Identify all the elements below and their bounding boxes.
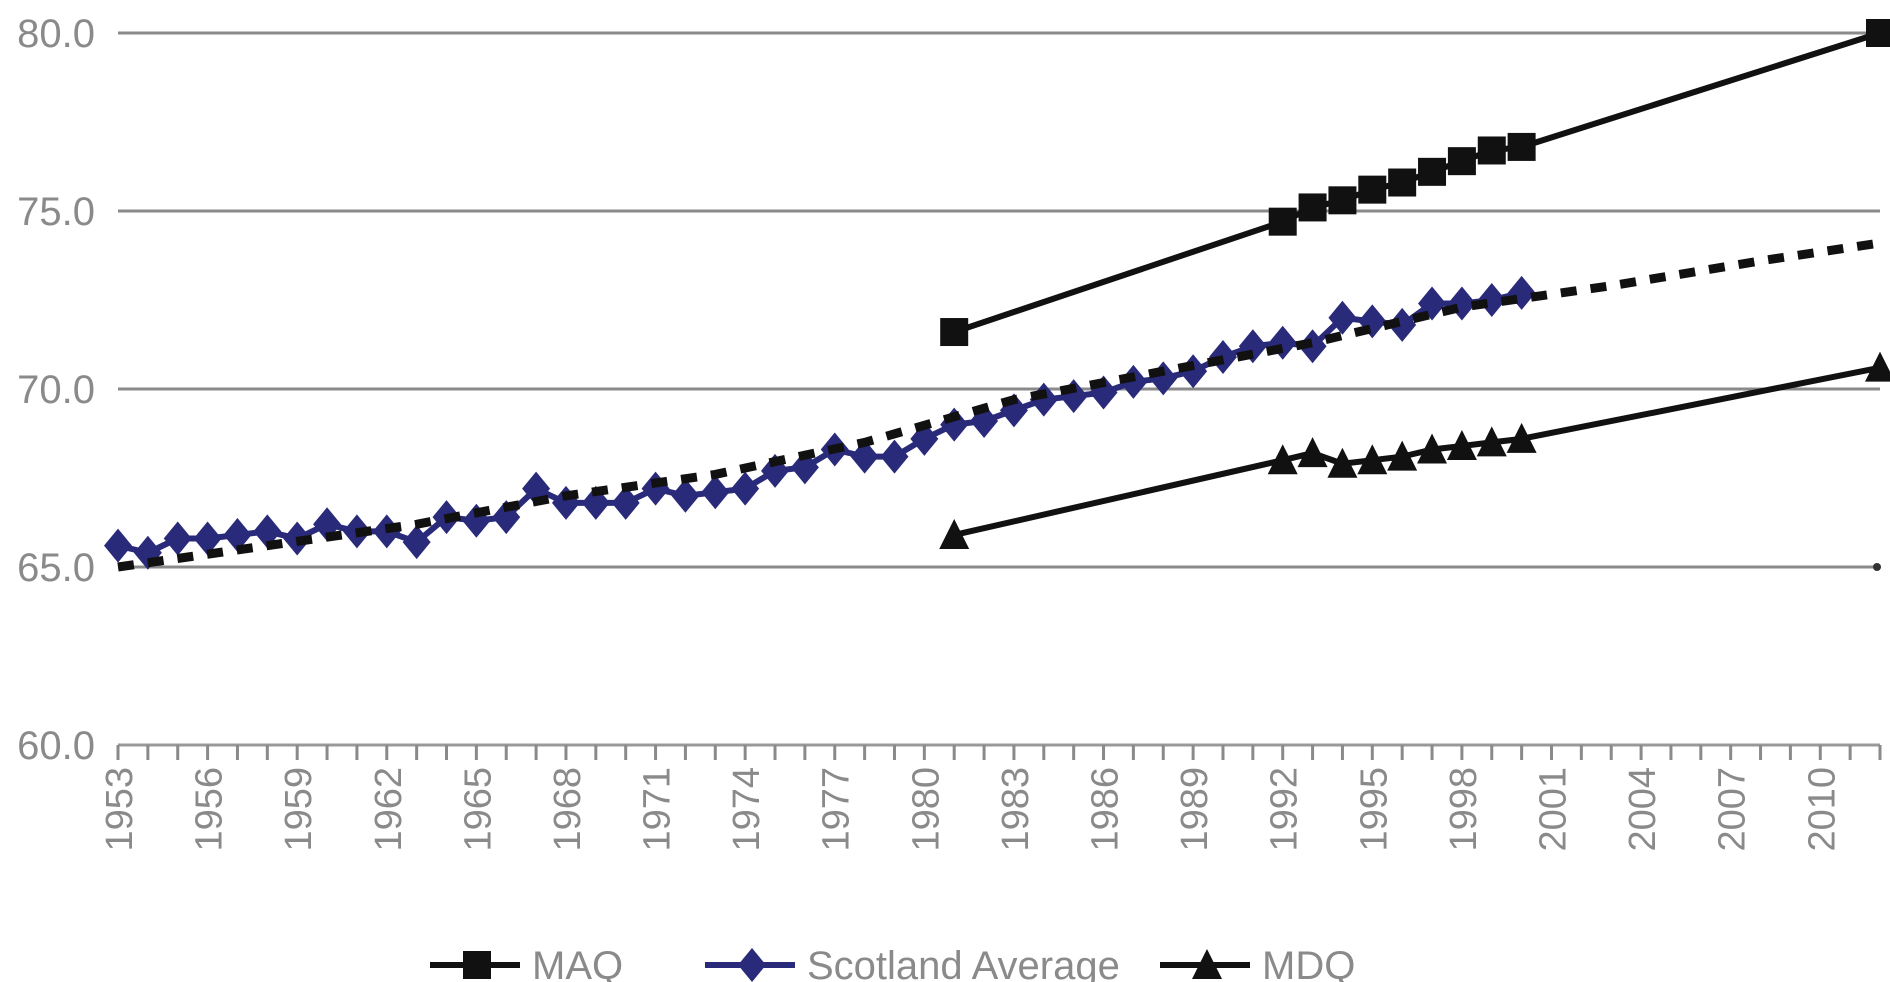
data-point xyxy=(1417,433,1448,464)
data-point xyxy=(1328,300,1357,335)
data-point xyxy=(671,478,700,513)
y-tick-label: 65.0 xyxy=(17,546,95,590)
legend-marker xyxy=(738,948,766,982)
series-line-0 xyxy=(953,30,1881,335)
data-point xyxy=(1267,444,1298,475)
x-tick-label: 2010 xyxy=(1801,767,1843,852)
data-point xyxy=(1119,364,1148,399)
legend: MAQ Scotland Average MDQ xyxy=(430,944,1355,982)
data-point xyxy=(1387,440,1418,471)
x-tick-label: 1989 xyxy=(1174,767,1216,852)
x-tick-label: 1974 xyxy=(726,767,768,852)
data-point xyxy=(1506,422,1537,453)
x-tick-label: 1965 xyxy=(457,767,499,852)
legend-marker xyxy=(1192,949,1222,979)
data-point xyxy=(641,471,670,506)
x-tick-label: 1980 xyxy=(905,767,947,852)
x-tick-label: 1983 xyxy=(995,767,1037,852)
x-tick-label: 2001 xyxy=(1532,767,1574,852)
legend-marker xyxy=(463,951,491,979)
y-tick-label: 75.0 xyxy=(17,190,95,234)
data-point xyxy=(492,500,521,535)
data-point xyxy=(1865,351,1890,382)
legend-label: MAQ xyxy=(532,944,623,982)
data-point xyxy=(701,475,730,510)
data-point xyxy=(1298,193,1327,222)
x-tick-label: 1959 xyxy=(278,767,320,852)
data-point xyxy=(1327,447,1358,478)
data-point xyxy=(1446,429,1477,460)
data-point xyxy=(731,471,760,506)
x-tick-label: 1986 xyxy=(1085,767,1127,852)
x-tick-label: 1998 xyxy=(1443,767,1485,852)
series-line-2 xyxy=(117,238,1881,572)
x-tick-label: 1956 xyxy=(189,767,231,852)
data-point xyxy=(1297,437,1328,468)
data-point xyxy=(1477,283,1506,317)
x-tick-label: 2007 xyxy=(1712,767,1754,852)
data-point xyxy=(462,503,491,538)
y-tick-label: 60.0 xyxy=(17,724,95,768)
data-point xyxy=(163,521,192,556)
x-tick-label: 1962 xyxy=(368,767,410,852)
data-point xyxy=(223,517,252,552)
legend-label: MDQ xyxy=(1262,944,1355,982)
x-tick-label: 1953 xyxy=(99,767,141,852)
y-tick-label: 80.0 xyxy=(17,12,95,56)
data-point xyxy=(611,485,640,520)
data-point xyxy=(939,518,970,549)
data-point xyxy=(1507,132,1536,161)
x-tick-label: 1992 xyxy=(1264,767,1306,852)
y-axis-tick-labels: 60.0 65.0 70.0 75.0 80.0 xyxy=(17,12,95,768)
legend-label: Scotland Average xyxy=(807,944,1120,982)
data-point xyxy=(402,525,431,560)
data-point xyxy=(1476,426,1507,457)
data-point xyxy=(1388,307,1417,342)
x-tick-label: 1977 xyxy=(816,767,858,852)
data-point xyxy=(1358,175,1387,204)
data-point xyxy=(1477,136,1506,165)
series-layer xyxy=(104,19,1890,572)
data-point xyxy=(1866,19,1890,47)
data-point xyxy=(1418,157,1447,186)
data-point xyxy=(193,521,222,556)
data-point xyxy=(850,439,879,474)
data-point xyxy=(104,528,132,563)
x-tick-label: 1995 xyxy=(1353,767,1395,852)
data-point xyxy=(1447,147,1476,176)
data-point xyxy=(880,439,909,474)
data-point xyxy=(1328,186,1357,215)
x-axis: 1953 1956 1959 1962 1965 1968 1971 1974 1977 1980… xyxy=(99,745,1882,852)
x-tick-label: 1971 xyxy=(637,767,679,852)
baseline-end-dot xyxy=(1873,563,1881,571)
grid-lines xyxy=(118,31,1881,747)
data-point xyxy=(1357,444,1388,475)
data-point xyxy=(1268,207,1297,236)
x-tick-label: 2004 xyxy=(1622,767,1664,852)
x-tick-label: 1968 xyxy=(547,767,589,852)
data-point xyxy=(253,514,282,549)
y-tick-label: 70.0 xyxy=(17,368,95,412)
data-point xyxy=(790,450,819,485)
data-point xyxy=(940,318,969,347)
data-point xyxy=(1388,168,1417,197)
